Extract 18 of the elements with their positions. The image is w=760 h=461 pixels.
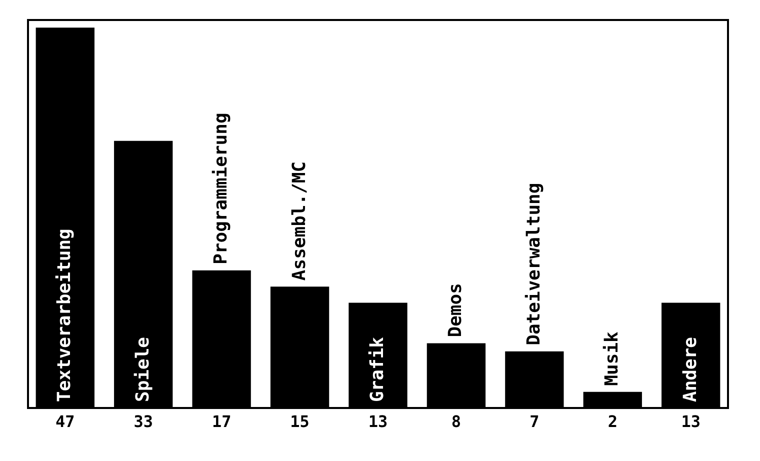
data-label: 47	[56, 412, 75, 431]
x-tick-label: Andere	[680, 336, 701, 402]
x-tick-label: Spiele	[132, 336, 154, 402]
data-label: 15	[290, 412, 310, 431]
x-tick-label: Grafik	[367, 336, 388, 402]
data-label: 13	[681, 412, 700, 431]
data-label: 17	[212, 412, 232, 431]
data-label: 2	[608, 412, 618, 431]
x-tick-label: Musik	[602, 331, 623, 386]
data-label: 7	[530, 412, 540, 431]
x-tick-label: Demos	[445, 283, 466, 338]
data-label: 8	[451, 412, 462, 431]
x-tick-label: Textverarbeitung	[54, 228, 76, 402]
x-tick-label: Programmierung	[210, 112, 232, 264]
data-label: 13	[368, 412, 388, 431]
x-tick-label: Dateiverwaltung	[523, 182, 544, 346]
data-label: 33	[134, 412, 153, 431]
x-tick-label: Assembl./MC	[288, 161, 310, 281]
